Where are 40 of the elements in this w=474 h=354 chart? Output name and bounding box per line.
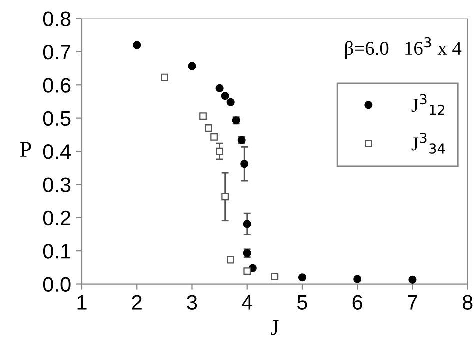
point [133,41,142,50]
y-tick-label: 0.4 [43,144,71,160]
point [210,134,218,141]
point [240,160,249,168]
y-axis-title: P [20,142,32,157]
x-tick-label: 8 [462,295,473,310]
y-tick-label: 0.0 [43,277,71,292]
point [161,74,168,82]
point [216,148,224,156]
point [221,92,230,100]
x-tick-label: 4 [242,295,253,310]
point [222,193,229,201]
y-tick-label: 0.2 [43,210,71,226]
x-tick-label: 7 [408,295,418,310]
x-axis-title: J [271,320,279,336]
point [200,112,207,120]
x-tick-label: 5 [298,295,308,310]
x-tick-label: 3 [187,295,198,310]
point [298,274,307,282]
annotation: β=6.0 16$^{3}$ x 4 [345,37,462,60]
x-tick-label: 2 [132,295,142,310]
y-tick-label: 0.6 [43,78,71,93]
legend-label: J$^{3}$$_{34}$ [412,132,446,154]
y-tick-label: 0.1 [43,244,71,259]
point [244,268,252,275]
point [271,272,279,280]
y-tick-label: 0.5 [43,111,71,126]
x-tick-label: 1 [78,295,87,310]
point [408,276,417,284]
point [226,98,235,106]
point [354,275,362,284]
point [243,220,252,228]
y-tick-label: 0.3 [43,178,71,192]
point [188,62,196,70]
point [216,84,224,92]
point [227,256,235,264]
legend-label: J$^{3}$$_{12}$ [412,94,445,116]
y-tick-label: 0.8 [43,12,71,27]
y-tick-label: 0.7 [43,44,71,60]
x-tick-label: 6 [352,295,362,310]
